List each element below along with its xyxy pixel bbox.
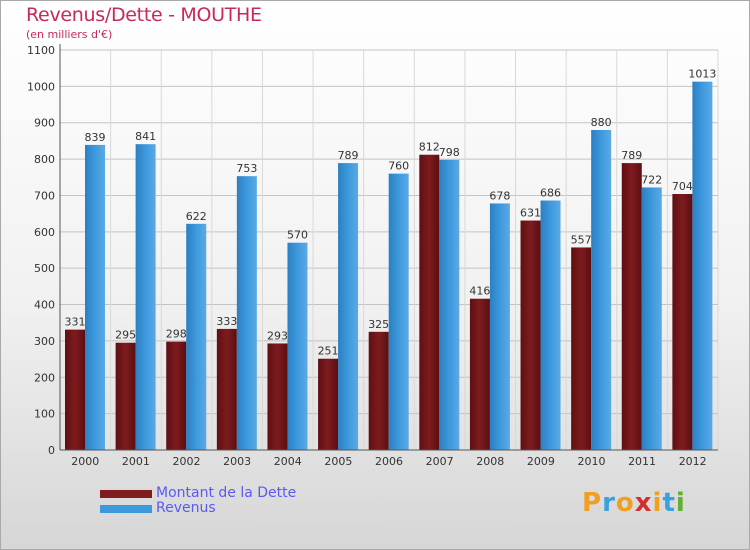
- data-label-revenus: 839: [85, 131, 106, 144]
- data-label-revenus: 1013: [688, 68, 716, 81]
- bar-revenus: [388, 173, 409, 451]
- data-label-dette: 557: [571, 233, 592, 246]
- x-tick-label: 2008: [476, 455, 504, 468]
- bar-revenus: [489, 203, 510, 450]
- logo-letter: P: [582, 488, 603, 518]
- y-tick-label: 1100: [27, 44, 55, 57]
- bar-dette: [469, 298, 490, 450]
- bar-dette: [621, 163, 642, 450]
- y-tick-label: 0: [48, 444, 55, 457]
- chart-subtitle: (en milliers d'€): [26, 28, 113, 41]
- x-tick-label: 2011: [628, 455, 656, 468]
- bar-dette: [419, 154, 440, 450]
- logo-letter: i: [652, 488, 663, 518]
- x-tick-label: 2009: [527, 455, 555, 468]
- x-tick-label: 2002: [173, 455, 201, 468]
- bar-revenus: [338, 163, 359, 450]
- bar-revenus: [186, 223, 207, 450]
- bar-revenus: [85, 144, 105, 450]
- data-label-dette: 251: [318, 345, 339, 358]
- y-tick-label: 700: [34, 189, 55, 202]
- data-label-revenus: 686: [540, 187, 561, 200]
- x-tick-label: 2006: [375, 455, 403, 468]
- bar-revenus: [287, 242, 308, 450]
- y-tick-label: 1000: [27, 80, 55, 93]
- bar-revenus: [692, 81, 713, 451]
- logo-letter: o: [615, 488, 635, 518]
- logo-letter: r: [602, 488, 616, 518]
- chart-title: Revenus/Dette - MOUTHE: [26, 4, 262, 26]
- bar-dette: [571, 247, 592, 450]
- legend: Montant de la Dette Revenus: [100, 486, 296, 516]
- legend-swatch-revenus: [100, 504, 152, 513]
- y-tick-label: 100: [34, 408, 55, 421]
- logo-letter: x: [634, 488, 653, 518]
- x-tick-label: 2004: [274, 455, 302, 468]
- proxiti-logo: Proxiti: [582, 488, 686, 518]
- legend-label-revenus: Revenus: [156, 500, 216, 516]
- bar-dette: [216, 328, 237, 450]
- legend-item-revenus: Revenus: [100, 501, 296, 516]
- data-label-dette: 812: [419, 141, 440, 154]
- y-tick-label: 300: [34, 335, 55, 348]
- bar-dette: [166, 341, 187, 450]
- bar-revenus: [591, 130, 612, 450]
- legend-item-dette: Montant de la Dette: [100, 486, 296, 501]
- bar-dette: [672, 194, 693, 450]
- bar-revenus: [540, 200, 561, 450]
- logo-letter: t: [662, 488, 676, 518]
- bar-dette: [520, 220, 541, 450]
- data-label-revenus: 570: [287, 229, 308, 242]
- data-label-revenus: 678: [489, 189, 510, 202]
- bar-dette: [115, 342, 136, 450]
- bar-dette: [267, 343, 288, 450]
- data-label-revenus: 722: [641, 173, 662, 186]
- data-label-dette: 298: [166, 328, 187, 341]
- x-tick-label: 2012: [679, 455, 707, 468]
- bar-revenus: [135, 144, 156, 450]
- bar-revenus: [439, 159, 460, 450]
- data-label-revenus: 622: [186, 210, 207, 223]
- y-tick-label: 600: [34, 226, 55, 239]
- bar-dette: [368, 331, 389, 450]
- y-tick-label: 200: [34, 371, 55, 384]
- bar-revenus: [236, 176, 257, 450]
- data-label-dette: 704: [672, 180, 693, 193]
- x-tick-label: 2010: [577, 455, 605, 468]
- x-tick-label: 2007: [426, 455, 454, 468]
- data-label-dette: 293: [267, 329, 288, 342]
- data-label-dette: 333: [216, 315, 237, 328]
- data-label-dette: 325: [368, 318, 389, 331]
- legend-swatch-dette: [100, 489, 152, 498]
- data-label-revenus: 789: [338, 149, 359, 162]
- x-tick-label: 2005: [324, 455, 352, 468]
- data-label-dette: 631: [520, 207, 541, 220]
- x-tick-label: 2003: [223, 455, 251, 468]
- data-label-dette: 416: [469, 285, 490, 298]
- x-tick-label: 2000: [71, 455, 99, 468]
- bar-dette: [65, 329, 85, 450]
- data-label-dette: 295: [115, 329, 136, 342]
- x-tick-label: 2001: [122, 455, 150, 468]
- data-label-dette: 789: [621, 149, 642, 162]
- data-label-revenus: 753: [236, 162, 257, 175]
- y-tick-label: 400: [34, 299, 55, 312]
- data-label-dette: 331: [65, 316, 86, 329]
- y-tick-label: 900: [34, 117, 55, 130]
- data-label-revenus: 880: [591, 116, 612, 129]
- data-label-revenus: 841: [135, 130, 156, 143]
- bar-dette: [318, 358, 339, 450]
- y-tick-label: 500: [34, 262, 55, 275]
- logo-letter: i: [675, 488, 686, 518]
- data-label-revenus: 760: [388, 160, 409, 173]
- legend-label-dette: Montant de la Dette: [156, 485, 297, 501]
- data-label-revenus: 798: [439, 146, 460, 159]
- bar-revenus: [641, 187, 662, 451]
- y-tick-label: 800: [34, 153, 55, 166]
